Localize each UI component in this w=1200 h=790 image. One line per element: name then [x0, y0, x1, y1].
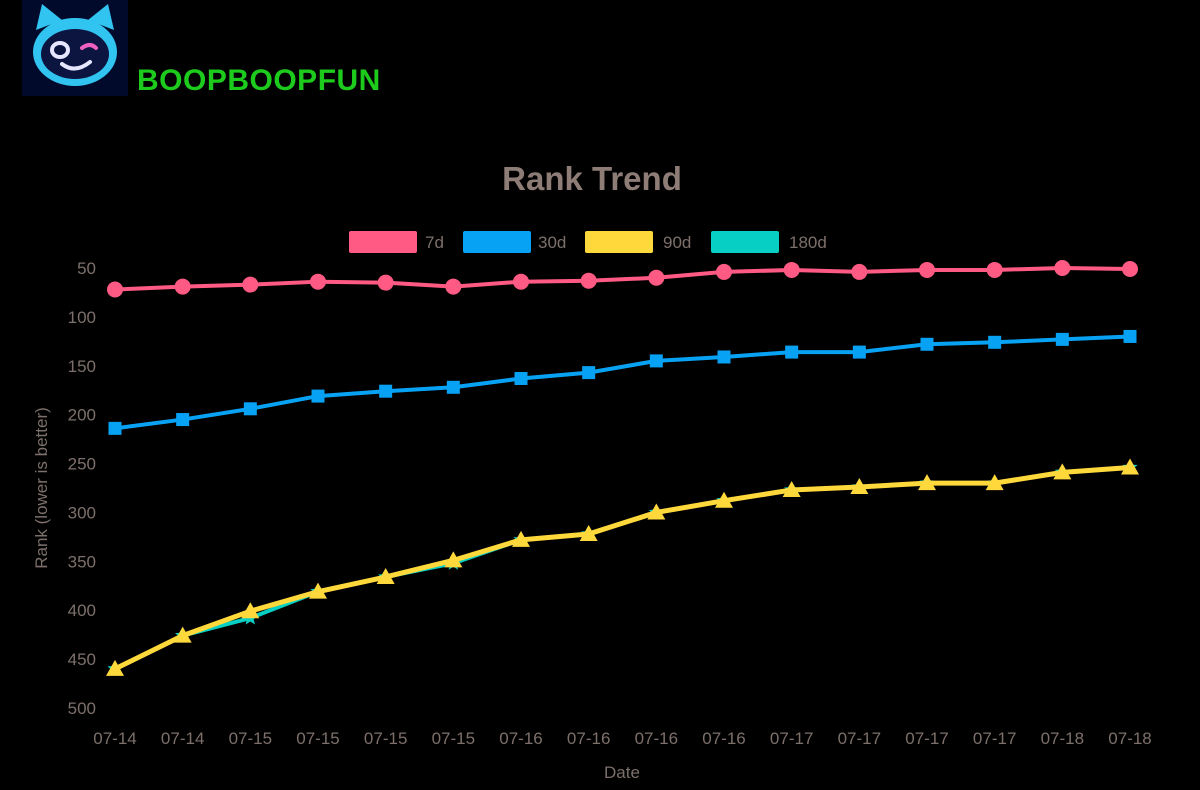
data-point-30d: [1123, 329, 1137, 343]
data-point-7d: [310, 273, 326, 290]
data-point-30d: [514, 371, 528, 385]
x-tick-label: 07-14: [93, 729, 136, 748]
data-point-90d: [985, 474, 1004, 491]
x-tick-label: 07-16: [499, 729, 542, 748]
y-tick-label: 150: [68, 357, 96, 376]
data-point-7d: [242, 276, 259, 293]
data-point-30d: [108, 421, 122, 435]
x-tick-label: 07-17: [838, 729, 881, 748]
data-point-7d: [377, 274, 394, 291]
data-point-30d: [243, 402, 257, 416]
cat-mascot-icon: [33, 4, 117, 86]
data-point-7d: [580, 272, 597, 289]
x-tick-label: 07-15: [364, 729, 407, 748]
legend-swatch-180d: [711, 231, 779, 253]
y-axis-title: Rank (lower is better): [32, 407, 51, 569]
data-point-90d: [782, 480, 801, 497]
y-tick-label: 450: [68, 650, 96, 669]
data-point-90d: [106, 659, 124, 676]
x-axis-title: Date: [604, 763, 640, 782]
data-point-30d: [785, 345, 799, 359]
legend-swatch-30d: [463, 231, 531, 253]
x-tick-label: 07-15: [432, 729, 475, 748]
y-tick-label: 100: [68, 308, 96, 327]
x-tick-label: 07-17: [973, 729, 1016, 748]
brand-name: BOOPBOOPFUN: [137, 64, 381, 97]
data-point-7d: [648, 269, 665, 286]
data-point-90d: [309, 582, 327, 599]
x-tick-label: 07-17: [770, 729, 813, 748]
data-point-90d: [512, 530, 530, 547]
legend-label-90d: 90d: [663, 233, 691, 252]
series-line-90d: [113, 464, 1131, 672]
series-line-7d: [114, 266, 1131, 292]
x-tick-label: 07-16: [567, 729, 610, 748]
y-tick-label: 500: [68, 699, 96, 718]
data-point-90d: [579, 524, 598, 541]
data-point-7d: [783, 261, 800, 278]
series-line-30d: [114, 334, 1131, 431]
chart-title: Rank Trend: [502, 160, 682, 197]
data-point-7d: [716, 263, 732, 280]
data-point-30d: [446, 380, 460, 394]
y-tick-label: 50: [77, 259, 96, 278]
y-tick-label: 350: [68, 552, 96, 571]
data-point-30d: [717, 350, 731, 364]
x-tick-label: 07-18: [1108, 729, 1151, 748]
legend-label-7d: 7d: [425, 233, 444, 252]
data-point-90d: [850, 478, 869, 495]
legend-swatch-90d: [585, 231, 653, 253]
data-point-90d: [715, 491, 733, 508]
data-point-7d: [445, 278, 462, 295]
data-point-7d: [851, 263, 868, 280]
brand-logo: [22, 0, 128, 96]
data-point-7d: [1122, 260, 1138, 277]
data-point-30d: [920, 337, 934, 351]
data-point-30d: [176, 413, 190, 427]
legend-swatch-7d: [349, 231, 417, 253]
data-point-7d: [174, 278, 191, 295]
y-tick-label: 300: [68, 503, 96, 522]
data-point-90d: [918, 474, 936, 491]
data-point-90d: [173, 626, 192, 643]
x-tick-label: 07-18: [1041, 729, 1084, 748]
data-point-90d: [241, 602, 260, 619]
y-tick-label: 200: [68, 406, 96, 425]
data-point-30d: [582, 366, 596, 380]
data-point-30d: [852, 345, 866, 359]
data-point-90d: [647, 503, 666, 520]
data-point-90d: [376, 567, 395, 584]
data-point-30d: [311, 389, 325, 403]
data-point-30d: [649, 354, 663, 368]
x-tick-label: 07-15: [296, 729, 339, 748]
data-point-90d: [1121, 458, 1139, 475]
x-tick-label: 07-16: [702, 729, 745, 748]
data-point-30d: [988, 335, 1002, 349]
y-tick-label: 400: [68, 601, 96, 620]
data-point-90d: [1053, 463, 1072, 480]
series-line-180d: [114, 465, 1131, 671]
legend-label-30d: 30d: [538, 233, 566, 252]
legend-label-180d: 180d: [789, 233, 827, 252]
x-tick-label: 07-16: [635, 729, 678, 748]
x-tick-label: 07-14: [161, 729, 204, 748]
data-point-7d: [986, 261, 1003, 278]
data-point-7d: [919, 261, 935, 278]
data-point-7d: [513, 273, 529, 290]
data-point-7d: [107, 281, 123, 298]
y-tick-label: 250: [68, 455, 96, 474]
data-point-90d: [444, 551, 463, 568]
data-point-7d: [1054, 260, 1071, 276]
data-point-30d: [1055, 332, 1069, 346]
x-tick-label: 07-15: [229, 729, 272, 748]
data-point-30d: [379, 384, 393, 398]
x-tick-label: 07-17: [905, 729, 948, 748]
